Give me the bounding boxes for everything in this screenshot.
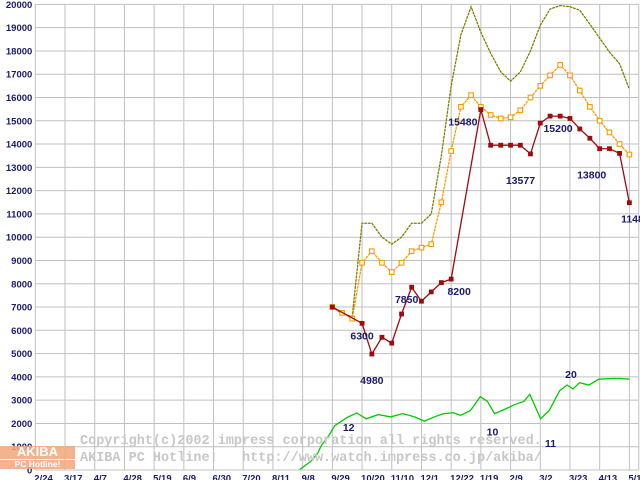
svg-text:7000: 7000 [11,303,32,314]
svg-text:10000: 10000 [6,233,32,244]
svg-text:20: 20 [565,369,577,381]
svg-text:16000: 16000 [6,93,32,104]
svg-text:5/19: 5/19 [153,474,172,480]
svg-text:10/20: 10/20 [361,474,385,480]
svg-text:13800: 13800 [577,170,606,182]
svg-text:1/19: 1/19 [480,474,499,480]
svg-text:13577: 13577 [506,175,535,187]
svg-text:20000: 20000 [6,0,32,11]
svg-text:12: 12 [343,422,355,434]
svg-text:7/20: 7/20 [242,474,260,480]
svg-text:8/11: 8/11 [272,474,291,480]
svg-text:15000: 15000 [6,116,32,127]
svg-text:15480: 15480 [448,117,477,129]
svg-text:11000: 11000 [6,209,32,220]
svg-text:2000: 2000 [11,419,32,430]
svg-text:11: 11 [545,438,556,450]
svg-text:2/24: 2/24 [34,474,53,480]
svg-text:4/7: 4/7 [94,474,107,480]
svg-text:2/9: 2/9 [510,474,523,480]
svg-text:18000: 18000 [6,46,32,57]
svg-text:8200: 8200 [447,286,471,298]
svg-text:13000: 13000 [6,163,32,174]
svg-text:4000: 4000 [11,372,32,383]
svg-text:6/9: 6/9 [183,474,196,480]
svg-text:4/28: 4/28 [123,474,142,480]
svg-text:15200: 15200 [543,123,572,135]
svg-text:8000: 8000 [11,279,32,290]
svg-text:12000: 12000 [6,186,32,197]
svg-text:6300: 6300 [350,330,374,342]
svg-text:3000: 3000 [11,396,32,407]
svg-text:14000: 14000 [6,140,32,151]
svg-text:5/11: 5/11 [628,474,640,480]
svg-text:3/2: 3/2 [539,474,552,480]
svg-text:11480: 11480 [621,214,640,226]
svg-text:9000: 9000 [11,256,32,267]
svg-text:17000: 17000 [6,70,32,81]
svg-text:3/17: 3/17 [64,474,83,480]
svg-text:4980: 4980 [360,375,384,387]
svg-text:9/29: 9/29 [331,474,350,480]
svg-text:9/8: 9/8 [302,474,315,480]
svg-text:11/10: 11/10 [391,474,414,480]
svg-text:6/30: 6/30 [213,474,232,480]
svg-text:7850: 7850 [395,294,419,306]
svg-text:5000: 5000 [11,349,32,360]
svg-text:12/22: 12/22 [450,474,474,480]
svg-text:4/13: 4/13 [599,474,618,480]
svg-text:12/1: 12/1 [420,474,439,480]
svg-text:6000: 6000 [11,326,32,337]
svg-text:3/23: 3/23 [569,474,588,480]
svg-text:19000: 19000 [6,23,32,34]
